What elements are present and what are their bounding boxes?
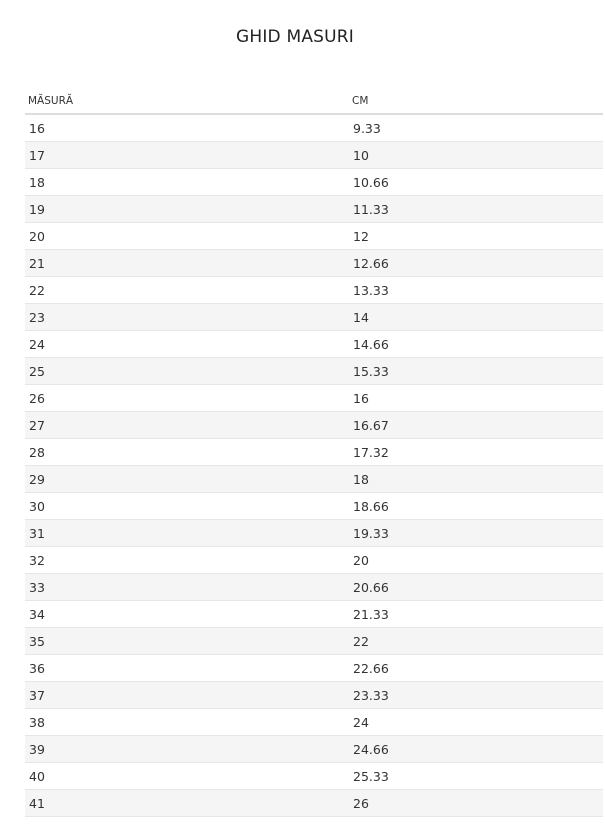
size-cell: 30	[25, 492, 349, 520]
size-cell: 37	[25, 681, 349, 709]
cm-cell: 23.33	[349, 681, 603, 709]
size-cell: 22	[25, 276, 349, 304]
cm-cell: 11.33	[349, 195, 603, 223]
table-row: 40 25.33	[25, 762, 603, 790]
table-row: 33 20.66	[25, 573, 603, 601]
table-row: 19 11.33	[25, 195, 603, 223]
cm-cell: 24	[349, 708, 603, 736]
table-row: 27 16.67	[25, 411, 603, 439]
size-guide-table: MĂSURĂ CM 16 9.33 17 10 18 10.66 19 11.33 20 12 21…	[25, 88, 603, 817]
size-cell: 39	[25, 735, 349, 763]
cm-cell: 20.66	[349, 573, 603, 601]
cm-cell: 17.32	[349, 438, 603, 466]
table-row: 28 17.32	[25, 438, 603, 466]
table-row: 25 15.33	[25, 357, 603, 385]
size-cell: 35	[25, 627, 349, 655]
size-cell: 18	[25, 168, 349, 196]
table-row: 18 10.66	[25, 168, 603, 196]
table-row: 26 16	[25, 384, 603, 412]
size-cell: 21	[25, 249, 349, 277]
size-cell: 38	[25, 708, 349, 736]
cm-cell: 18.66	[349, 492, 603, 520]
cm-cell: 9.33	[349, 114, 603, 142]
size-cell: 25	[25, 357, 349, 385]
table-header-row: MĂSURĂ CM	[25, 88, 603, 115]
table-row: 20 12	[25, 222, 603, 250]
size-cell: 28	[25, 438, 349, 466]
table-row: 34 21.33	[25, 600, 603, 628]
cm-cell: 12.66	[349, 249, 603, 277]
size-cell: 19	[25, 195, 349, 223]
cm-cell: 22.66	[349, 654, 603, 682]
cm-cell: 10.66	[349, 168, 603, 196]
cm-cell: 21.33	[349, 600, 603, 628]
size-cell: 29	[25, 465, 349, 493]
size-cell: 34	[25, 600, 349, 628]
table-row: 35 22	[25, 627, 603, 655]
cm-cell: 16.67	[349, 411, 603, 439]
cm-cell: 14	[349, 303, 603, 331]
table-row: 41 26	[25, 789, 603, 817]
cm-cell: 19.33	[349, 519, 603, 547]
cm-cell: 25.33	[349, 762, 603, 790]
table-row: 38 24	[25, 708, 603, 736]
table-row: 16 9.33	[25, 114, 603, 142]
cm-cell: 14.66	[349, 330, 603, 358]
cm-cell: 16	[349, 384, 603, 412]
table-row: 21 12.66	[25, 249, 603, 277]
size-cell: 23	[25, 303, 349, 331]
cm-cell: 10	[349, 141, 603, 169]
size-cell: 40	[25, 762, 349, 790]
table-row: 29 18	[25, 465, 603, 493]
cm-cell: 20	[349, 546, 603, 574]
size-cell: 36	[25, 654, 349, 682]
size-cell: 17	[25, 141, 349, 169]
column-header-size: MĂSURĂ	[25, 88, 349, 115]
size-cell: 20	[25, 222, 349, 250]
table-row: 24 14.66	[25, 330, 603, 358]
table-row: 22 13.33	[25, 276, 603, 304]
table-row: 30 18.66	[25, 492, 603, 520]
size-cell: 27	[25, 411, 349, 439]
cm-cell: 22	[349, 627, 603, 655]
size-cell: 16	[25, 114, 349, 142]
size-cell: 31	[25, 519, 349, 547]
page-title: GHID MASURI	[235, 27, 355, 47]
cm-cell: 18	[349, 465, 603, 493]
size-cell: 32	[25, 546, 349, 574]
table-row: 39 24.66	[25, 735, 603, 763]
table-row: 23 14	[25, 303, 603, 331]
column-header-cm: CM	[349, 88, 603, 115]
size-cell: 33	[25, 573, 349, 601]
table-row: 32 20	[25, 546, 603, 574]
cm-cell: 15.33	[349, 357, 603, 385]
size-cell: 24	[25, 330, 349, 358]
cm-cell: 12	[349, 222, 603, 250]
table-row: 37 23.33	[25, 681, 603, 709]
size-cell: 26	[25, 384, 349, 412]
cm-cell: 24.66	[349, 735, 603, 763]
table-row: 36 22.66	[25, 654, 603, 682]
size-cell: 41	[25, 789, 349, 817]
table-row: 17 10	[25, 141, 603, 169]
cm-cell: 13.33	[349, 276, 603, 304]
cm-cell: 26	[349, 789, 603, 817]
table-row: 31 19.33	[25, 519, 603, 547]
